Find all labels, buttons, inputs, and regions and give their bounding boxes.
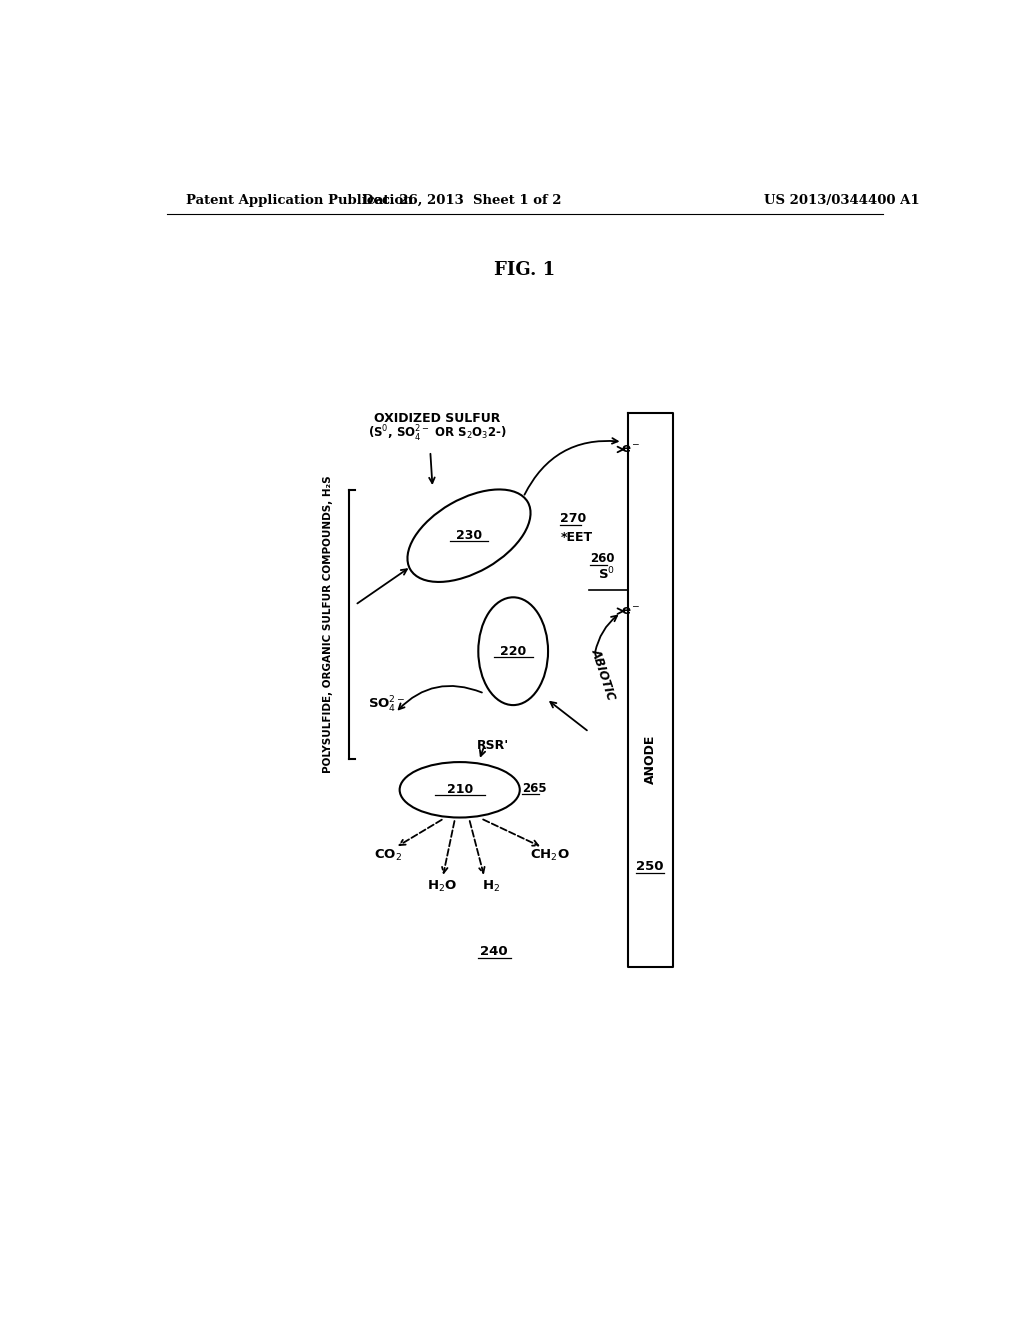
Text: ABIOTIC: ABIOTIC	[590, 647, 618, 702]
Text: 265: 265	[521, 781, 547, 795]
Text: H$_2$O: H$_2$O	[427, 879, 457, 894]
Text: *EET: *EET	[560, 531, 593, 544]
Text: 260: 260	[590, 552, 614, 565]
Text: e$^-$: e$^-$	[621, 605, 641, 618]
Text: RSR': RSR'	[477, 739, 509, 751]
Text: 250: 250	[636, 861, 664, 874]
Text: OXIDIZED SULFUR: OXIDIZED SULFUR	[375, 412, 501, 425]
Text: S$^0$: S$^0$	[598, 566, 614, 582]
Text: e$^-$: e$^-$	[621, 444, 641, 455]
Ellipse shape	[478, 597, 548, 705]
Text: 270: 270	[560, 512, 587, 525]
Text: (S$^0$, SO$_4^{2-}$ OR S$_2$O$_3$2-): (S$^0$, SO$_4^{2-}$ OR S$_2$O$_3$2-)	[369, 424, 507, 444]
Text: CH$_2$O: CH$_2$O	[530, 847, 570, 863]
Text: FIG. 1: FIG. 1	[495, 261, 555, 279]
Text: US 2013/0344400 A1: US 2013/0344400 A1	[764, 194, 920, 207]
Ellipse shape	[399, 762, 520, 817]
Text: Dec. 26, 2013  Sheet 1 of 2: Dec. 26, 2013 Sheet 1 of 2	[361, 194, 561, 207]
Text: CO$_2$: CO$_2$	[374, 847, 401, 863]
Text: 210: 210	[446, 783, 473, 796]
Text: 240: 240	[480, 945, 508, 958]
Text: H$_2$: H$_2$	[481, 879, 500, 894]
Text: 220: 220	[500, 644, 526, 657]
Text: SO$_4^{2-}$: SO$_4^{2-}$	[369, 696, 406, 715]
Text: ANODE: ANODE	[644, 734, 656, 784]
Ellipse shape	[408, 490, 530, 582]
Text: Patent Application Publication: Patent Application Publication	[186, 194, 413, 207]
Text: POLYSULFIDE, ORGANIC SULFUR COMPOUNDS, H₂S: POLYSULFIDE, ORGANIC SULFUR COMPOUNDS, H…	[323, 475, 333, 774]
Text: 230: 230	[456, 529, 482, 543]
